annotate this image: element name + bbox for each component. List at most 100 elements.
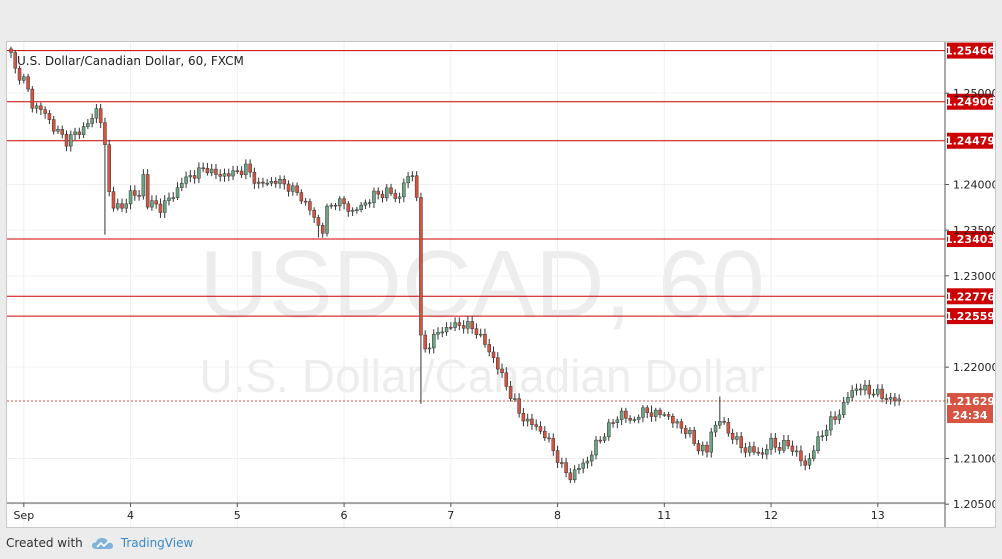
- time-tick-label: 5: [234, 509, 241, 522]
- price-axis[interactable]: 1.25000 1.24000 1.23500 1.23000 1.22000 1.210…: [944, 42, 995, 527]
- candle-body: [320, 225, 325, 234]
- candle-body: [26, 76, 30, 90]
- candle-body: [594, 439, 598, 456]
- candle-body: [107, 144, 111, 192]
- candle-body: [718, 421, 722, 426]
- candle-body: [338, 198, 342, 207]
- candle-body: [658, 409, 662, 415]
- candle-body: [17, 67, 22, 81]
- candle-body: [86, 123, 90, 127]
- candle-body: [423, 334, 427, 350]
- candle-body: [359, 204, 363, 211]
- candle-body: [598, 439, 603, 442]
- candle-body: [504, 372, 509, 387]
- candle-body: [453, 322, 457, 328]
- candle-body: [649, 412, 654, 417]
- candle-body: [141, 174, 146, 197]
- candle-body: [555, 450, 560, 463]
- candle-body: [273, 180, 278, 184]
- candle-body: [572, 469, 577, 481]
- candle-body: [662, 414, 667, 416]
- candle-body: [671, 415, 675, 424]
- price-tick-label: 1.25000: [953, 87, 995, 100]
- candle-body: [406, 176, 410, 184]
- candle-body: [713, 424, 718, 433]
- candle-body: [615, 419, 620, 423]
- candle-body: [248, 163, 252, 173]
- candle-body: [863, 384, 867, 391]
- candle-body: [884, 398, 889, 400]
- candle-body: [880, 388, 884, 399]
- candle-body: [888, 397, 893, 400]
- candle-body: [624, 410, 628, 419]
- candle-body: [666, 414, 671, 417]
- candle-body: [90, 117, 94, 124]
- candle-body: [679, 421, 684, 429]
- time-tick-label: 4: [127, 509, 134, 522]
- candle-body: [414, 175, 419, 198]
- candle-body: [722, 421, 726, 423]
- candle-body: [538, 426, 543, 432]
- candle-body: [470, 321, 474, 330]
- candle-body: [760, 452, 765, 455]
- candle-body: [773, 437, 778, 448]
- candle-body: [431, 333, 436, 349]
- candle-body: [628, 418, 632, 421]
- candle-body: [525, 418, 530, 422]
- candle-body: [419, 197, 423, 336]
- candle-body: [688, 430, 692, 435]
- candle-body: [397, 196, 402, 199]
- candle-body: [747, 446, 752, 453]
- time-tick-label: Sep: [13, 509, 34, 522]
- time-tick-label: 13: [871, 509, 885, 522]
- candle-body: [589, 454, 594, 462]
- candle-body: [116, 203, 120, 209]
- candle-body: [871, 393, 876, 396]
- candle-body: [513, 398, 517, 400]
- horizontal-levels: 1.25466 1.24906 1.24479 1.23403 1.22776 1.225…: [7, 42, 995, 424]
- candle-body: [709, 431, 714, 453]
- candlestick-chart[interactable]: USDCAD, 60 U.S. Dollar/Canadian Dollar 1…: [7, 42, 995, 527]
- candle-body: [786, 440, 790, 447]
- candle-body: [850, 390, 854, 398]
- candle-body: [299, 192, 304, 202]
- candle-body: [436, 332, 440, 335]
- level-price-label: 1.25466: [945, 45, 995, 58]
- level-price-tag: [947, 93, 993, 110]
- time-axis[interactable]: Sep 4 5 6 7 8 11 12 13: [7, 502, 945, 522]
- last-price-tag: [947, 393, 993, 424]
- tradingview-brand-link[interactable]: TradingView: [120, 536, 194, 550]
- candle-body: [478, 333, 483, 336]
- time-tick-label: 11: [657, 509, 671, 522]
- candle-body: [39, 105, 43, 110]
- candle-body: [636, 417, 641, 420]
- candle-body: [487, 344, 491, 353]
- candle-body: [654, 409, 658, 417]
- candle-body: [824, 429, 829, 437]
- last-price-label: 1.21629: [945, 395, 995, 408]
- candle-body: [521, 413, 526, 422]
- candle-body: [790, 445, 795, 452]
- candle-body: [73, 131, 77, 135]
- candle-body: [77, 131, 82, 135]
- candle-body: [564, 462, 568, 474]
- candle-body: [449, 327, 453, 329]
- candle-body: [43, 109, 47, 114]
- candle-body: [34, 105, 39, 109]
- candle-body: [103, 122, 107, 145]
- candle-body: [427, 347, 432, 350]
- candle-body: [94, 108, 99, 119]
- candle-body: [765, 449, 769, 455]
- candle-body: [235, 170, 240, 173]
- candle-body: [60, 129, 64, 135]
- candle-body: [269, 180, 274, 184]
- candle-body: [81, 126, 86, 135]
- candle-body: [692, 430, 696, 444]
- level-price-label: 1.24906: [945, 96, 995, 109]
- candle-body: [56, 129, 60, 132]
- level-price-tag: [947, 42, 993, 59]
- candle-body: [180, 182, 184, 188]
- candle-body: [820, 435, 825, 438]
- chart-frame[interactable]: USDCAD, 60 U.S. Dollar/Canadian Dollar 1…: [6, 41, 996, 528]
- candle-body: [803, 460, 807, 466]
